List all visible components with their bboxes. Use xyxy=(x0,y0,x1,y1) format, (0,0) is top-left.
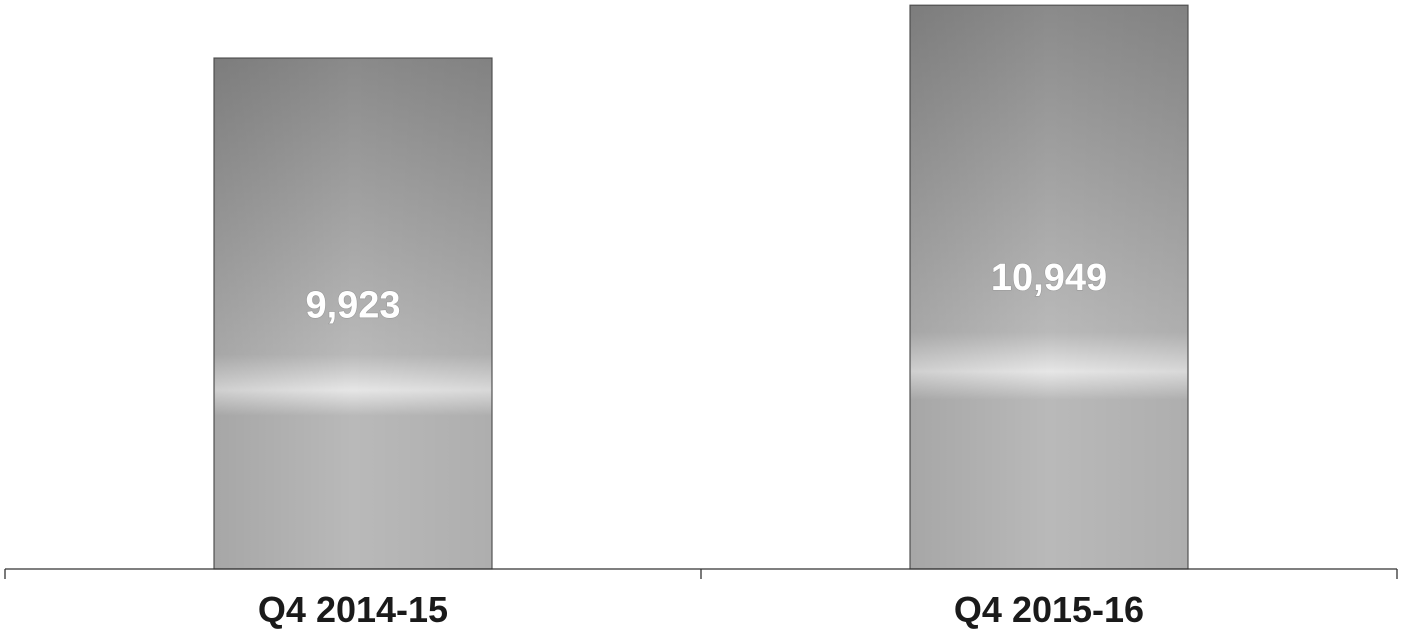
x-axis xyxy=(4,568,1398,579)
labels-layer: 9,923 Q4 2014-15 10,949 Q4 2015-16 xyxy=(258,256,1144,630)
bars-layer xyxy=(213,4,1189,570)
x-tick-label-1: Q4 2014-15 xyxy=(258,589,448,630)
bar-value-label-1: 9,923 xyxy=(305,284,400,326)
bar-shade-1 xyxy=(214,58,492,570)
bar-value-label-2: 10,949 xyxy=(991,257,1107,299)
x-tick-label-2: Q4 2015-16 xyxy=(954,589,1144,630)
bar-shade-2 xyxy=(910,5,1188,570)
